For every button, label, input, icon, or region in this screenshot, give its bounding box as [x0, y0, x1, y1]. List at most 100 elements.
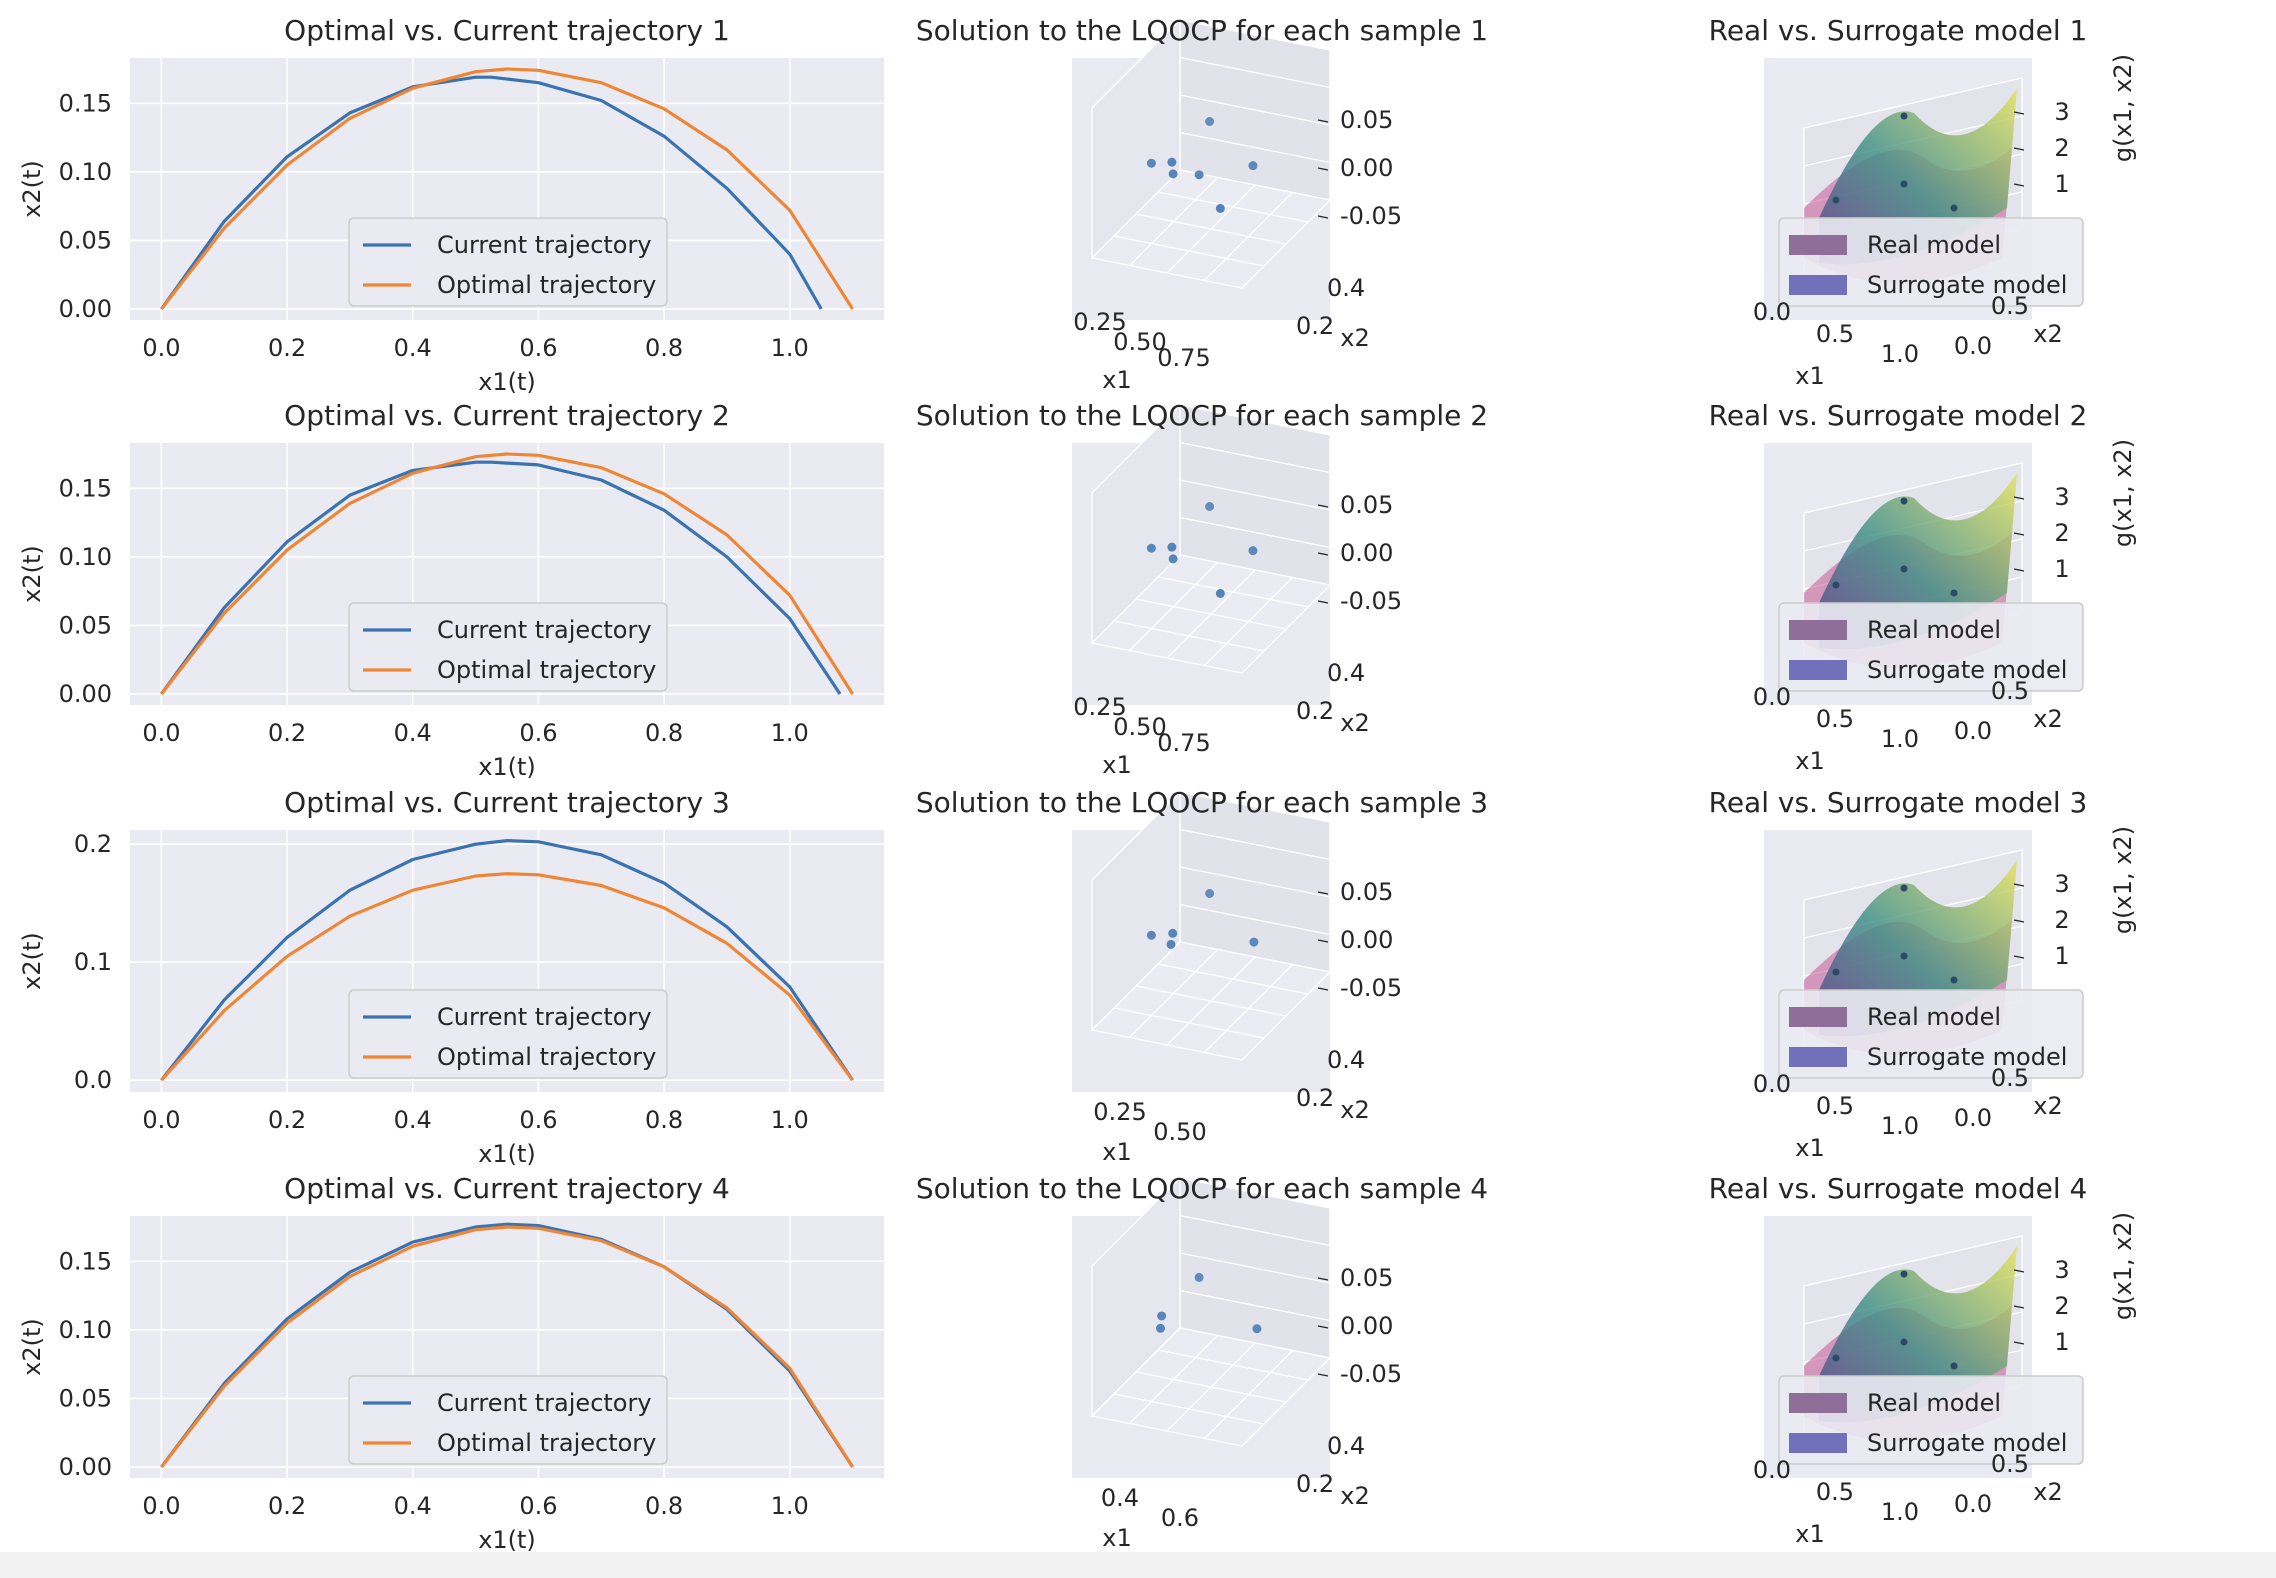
legend-box	[1778, 602, 2084, 692]
floor-gridline	[1204, 1350, 1293, 1439]
subplot-title: Solution to the LQOCP for each sample 2	[916, 399, 1488, 432]
x-tick-label: 0.8	[645, 719, 683, 747]
x-tick-label: 1.0	[771, 1492, 809, 1520]
legend-swatch	[1789, 235, 1847, 255]
subplot-title: Solution to the LQOCP for each sample 4	[916, 1172, 1488, 1205]
wall-gridline	[1179, 1252, 1331, 1284]
legend-label: Real model	[1867, 1003, 2001, 1031]
z-tick-label: 0.05	[1340, 491, 1393, 519]
x-tick-label: 0.0	[142, 1492, 180, 1520]
sample-point	[1900, 884, 1908, 892]
z-tick-label: 1	[2054, 1328, 2069, 1356]
y-axis-label: x2(t)	[18, 1318, 46, 1376]
y-tick-label: 0.10	[59, 543, 112, 571]
y-tick-label: 0.10	[59, 158, 112, 186]
scatter-point	[1167, 542, 1177, 552]
subplot-3-1: 0.0 0.2 0.4 0.6 0.8 1.0 0.0 0.1 0.2 Current traje…	[18, 786, 884, 1168]
x2-tick-label: 0.5	[1991, 1450, 2029, 1478]
x-tick-label: 1.0	[771, 334, 809, 362]
sample-point	[1900, 952, 1908, 960]
optimal-trajectory-line	[160, 872, 854, 1082]
z-tick-mark	[2013, 1269, 2025, 1273]
legend-label: Real model	[1867, 1389, 2001, 1417]
wall-gridline	[1179, 866, 1331, 898]
x-tick-label: 0.4	[394, 719, 432, 747]
x-tick-label: 0.2	[268, 719, 306, 747]
optimal-trajectory-line	[160, 67, 854, 310]
x1-axis-label: x1	[1795, 1134, 1824, 1162]
legend-label: Current trajectory	[437, 231, 652, 259]
floor-gridline	[1204, 964, 1293, 1053]
sample-point	[1900, 1270, 1908, 1278]
z-tick-mark	[1317, 600, 1329, 604]
floor-gridline	[1135, 213, 1287, 245]
x-tick-label: 0.8	[645, 1492, 683, 1520]
legend-swatch	[1789, 1393, 1847, 1413]
scatter-point	[1205, 502, 1215, 511]
z-tick-mark	[2013, 955, 2025, 959]
subplot-title: Optimal vs. Current trajectory 1	[284, 14, 730, 47]
sample-point	[1950, 204, 1958, 212]
sample-point	[1900, 497, 1908, 505]
y-tick-label: 0.00	[59, 295, 112, 323]
x2-axis-label: x2	[2033, 320, 2062, 348]
subplot-4-2: 0.05 0.00 -0.05 0.4 0.2 x2 0.4 0.6 x1 Solution to…	[916, 1172, 1488, 1552]
wall-gridline	[1179, 828, 1331, 861]
wall-gridline	[1179, 479, 1331, 511]
x1-tick-label: 0.50	[1113, 328, 1166, 356]
y-tick-label: 0.05	[59, 1384, 112, 1412]
legend-label: Optimal trajectory	[437, 1429, 656, 1457]
z-tick-label: 3	[2054, 1256, 2069, 1284]
legend-box	[1778, 217, 2084, 307]
legend-label: Current trajectory	[437, 1389, 652, 1417]
scatter-point	[1194, 170, 1204, 180]
sample-point	[1832, 968, 1840, 976]
x1-tick-label: 0.0	[1753, 683, 1791, 711]
y-tick-label: 0.00	[59, 1453, 112, 1481]
x2-tick-label: 0.0	[1954, 1104, 1992, 1132]
x1-axis-label: x1	[1102, 1524, 1131, 1552]
scatter-point	[1167, 157, 1177, 167]
x2-tick-label: 0.2	[1296, 1084, 1334, 1112]
z-tick-mark	[2013, 183, 2025, 187]
floor-gridline	[1204, 577, 1293, 666]
subplot-2-3: 3 2 1 g(x1, x2) Real model Surrogate model 0.0…	[1709, 399, 2137, 775]
z-tick-label: 2	[2054, 519, 2069, 547]
z-tick-label: 0.00	[1340, 539, 1393, 567]
scatter-point	[1248, 546, 1258, 556]
legend-label: Surrogate model	[1867, 271, 2067, 299]
x-axis-label: x1(t)	[478, 1140, 536, 1168]
z-tick-label: 2	[2054, 1292, 2069, 1320]
x1-tick-label: 0.75	[1157, 729, 1210, 757]
x-tick-label: 0.2	[268, 1492, 306, 1520]
x2-tick-label: 0.4	[1327, 1046, 1365, 1074]
floor-gridline	[1135, 985, 1287, 1017]
x1-tick-label: 0.75	[1157, 344, 1210, 372]
x2-axis-label: x2	[1340, 709, 1369, 737]
x1-tick-label: 0.25	[1073, 308, 1126, 336]
y-tick-label: 0.05	[59, 611, 112, 639]
z-tick-mark	[2013, 919, 2025, 923]
x-tick-label: 0.2	[268, 334, 306, 362]
z-tick-label: 0.00	[1340, 926, 1393, 954]
floor-gridline	[1157, 1349, 1309, 1381]
z-tick-mark	[1317, 1373, 1329, 1377]
sample-point	[1900, 112, 1908, 120]
x-tick-label: 0.4	[394, 1106, 432, 1134]
legend-label: Current trajectory	[437, 1003, 652, 1031]
wall-gridline	[1179, 903, 1331, 936]
x-axis-label: x1(t)	[478, 368, 536, 396]
x1-tick-label: 0.25	[1093, 1098, 1146, 1126]
subplot-1-2: 0.05 0.00 -0.05 0.4 0.2 x2 0.250.500.75 x1 Solut…	[916, 14, 1488, 394]
scatter-point	[1166, 939, 1176, 949]
legend-label: Real model	[1867, 616, 2001, 644]
y-tick-label: 0.00	[59, 680, 112, 708]
z-tick-mark	[1317, 552, 1329, 556]
x2-axis-label: x2	[2033, 705, 2062, 733]
x-tick-label: 0.2	[268, 1106, 306, 1134]
x2-axis-label: x2	[1340, 1096, 1369, 1124]
subplot-title: Solution to the LQOCP for each sample 1	[916, 14, 1488, 47]
z-tick-label: -0.05	[1340, 202, 1402, 230]
sample-point	[1900, 565, 1908, 573]
